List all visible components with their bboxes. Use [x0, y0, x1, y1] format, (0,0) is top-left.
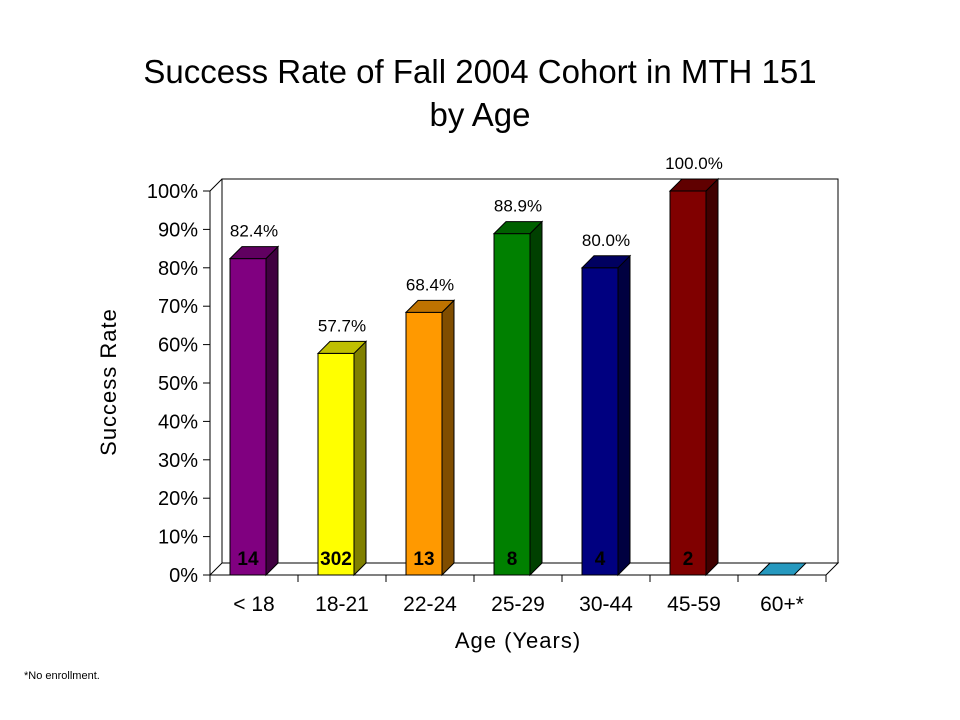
bar-front [581, 267, 619, 576]
bar-side [529, 220, 543, 577]
y-tick-label: 60% [158, 335, 198, 357]
bar-side [353, 340, 367, 577]
bar-count-label: 14 [237, 549, 259, 570]
y-tick-label: 90% [158, 219, 198, 241]
x-tick-label: 25-29 [491, 593, 545, 616]
y-tick-label: 20% [158, 488, 198, 510]
bar-side [617, 254, 631, 577]
y-tick-label: 40% [158, 411, 198, 433]
bar-2: 57.7% 302 [316, 316, 368, 577]
bar-top [756, 562, 808, 576]
bar-5: 80.0% 4 [580, 231, 632, 577]
bar-front [669, 190, 707, 576]
bar-top [492, 221, 544, 235]
bar-count-label: 2 [683, 549, 694, 570]
bar-value-label: 80.0% [582, 231, 630, 250]
x-tick-label: 60+* [760, 593, 804, 616]
y-tick-label: 70% [158, 296, 198, 318]
y-tick-label: 100% [147, 181, 198, 203]
y-tick-label: 80% [158, 258, 198, 280]
bar-front [229, 258, 267, 576]
y-tick-label: 50% [158, 373, 198, 395]
bar-front [317, 352, 355, 576]
bar-value-label: 57.7% [318, 316, 366, 335]
x-tick-label: 22-24 [403, 593, 457, 616]
bar-4: 88.9% 8 [492, 197, 544, 577]
y-axis: 0% 10% 20% 30% 40% 50% 60% 70% 80% 90% 100% [147, 181, 211, 587]
bar-6: 100.0% 2 [665, 154, 723, 577]
x-tick-label: 45-59 [667, 593, 721, 616]
bar-7 [756, 562, 808, 576]
bar-top [668, 178, 720, 192]
bar-side [705, 177, 719, 577]
chart-title: Success Rate of Fall 2004 Cohort in MTH … [0, 50, 960, 136]
bar-3: 68.4% 13 [404, 275, 456, 577]
bar-top [580, 255, 632, 269]
bar-top [316, 340, 368, 354]
bar-count-label: 4 [595, 549, 606, 570]
bar-top [228, 246, 280, 260]
bar-1: 82.4% 14 [228, 222, 280, 577]
y-tick-label: 10% [158, 527, 198, 549]
bar-value-label: 88.9% [494, 197, 542, 216]
y-axis-title: Success Rate [96, 308, 121, 456]
chart-title-line-2: by Age [429, 96, 531, 133]
x-axis-title: Age (Years) [455, 628, 581, 653]
bar-side [441, 299, 455, 577]
bar-count-label: 302 [320, 549, 352, 570]
x-tick-label: 18-21 [315, 593, 369, 616]
bar-count-label: 13 [413, 549, 434, 570]
bar-top [404, 299, 456, 313]
bar-count-label: 8 [507, 549, 518, 570]
bars: 82.4% 14 57.7% 302 68.4% 13 88.9% 8 80.0% 4 100.0%… [228, 154, 808, 577]
y-tick-label: 0% [169, 565, 198, 587]
bar-value-label: 82.4% [230, 222, 278, 241]
bar-front [405, 311, 443, 576]
bar-value-label: 68.4% [406, 275, 454, 294]
bar-front [493, 233, 531, 576]
x-tick-label: < 18 [233, 593, 274, 616]
bar-side [265, 245, 279, 577]
y-tick-label: 30% [158, 450, 198, 472]
bar-value-label: 100.0% [665, 154, 723, 173]
x-axis: < 18 18-21 22-24 25-29 30-44 45-59 60+* [209, 574, 827, 616]
chart-title-line-1: Success Rate of Fall 2004 Cohort in MTH … [143, 53, 817, 90]
footnote: *No enrollment. [24, 670, 100, 682]
x-tick-label: 30-44 [579, 593, 633, 616]
